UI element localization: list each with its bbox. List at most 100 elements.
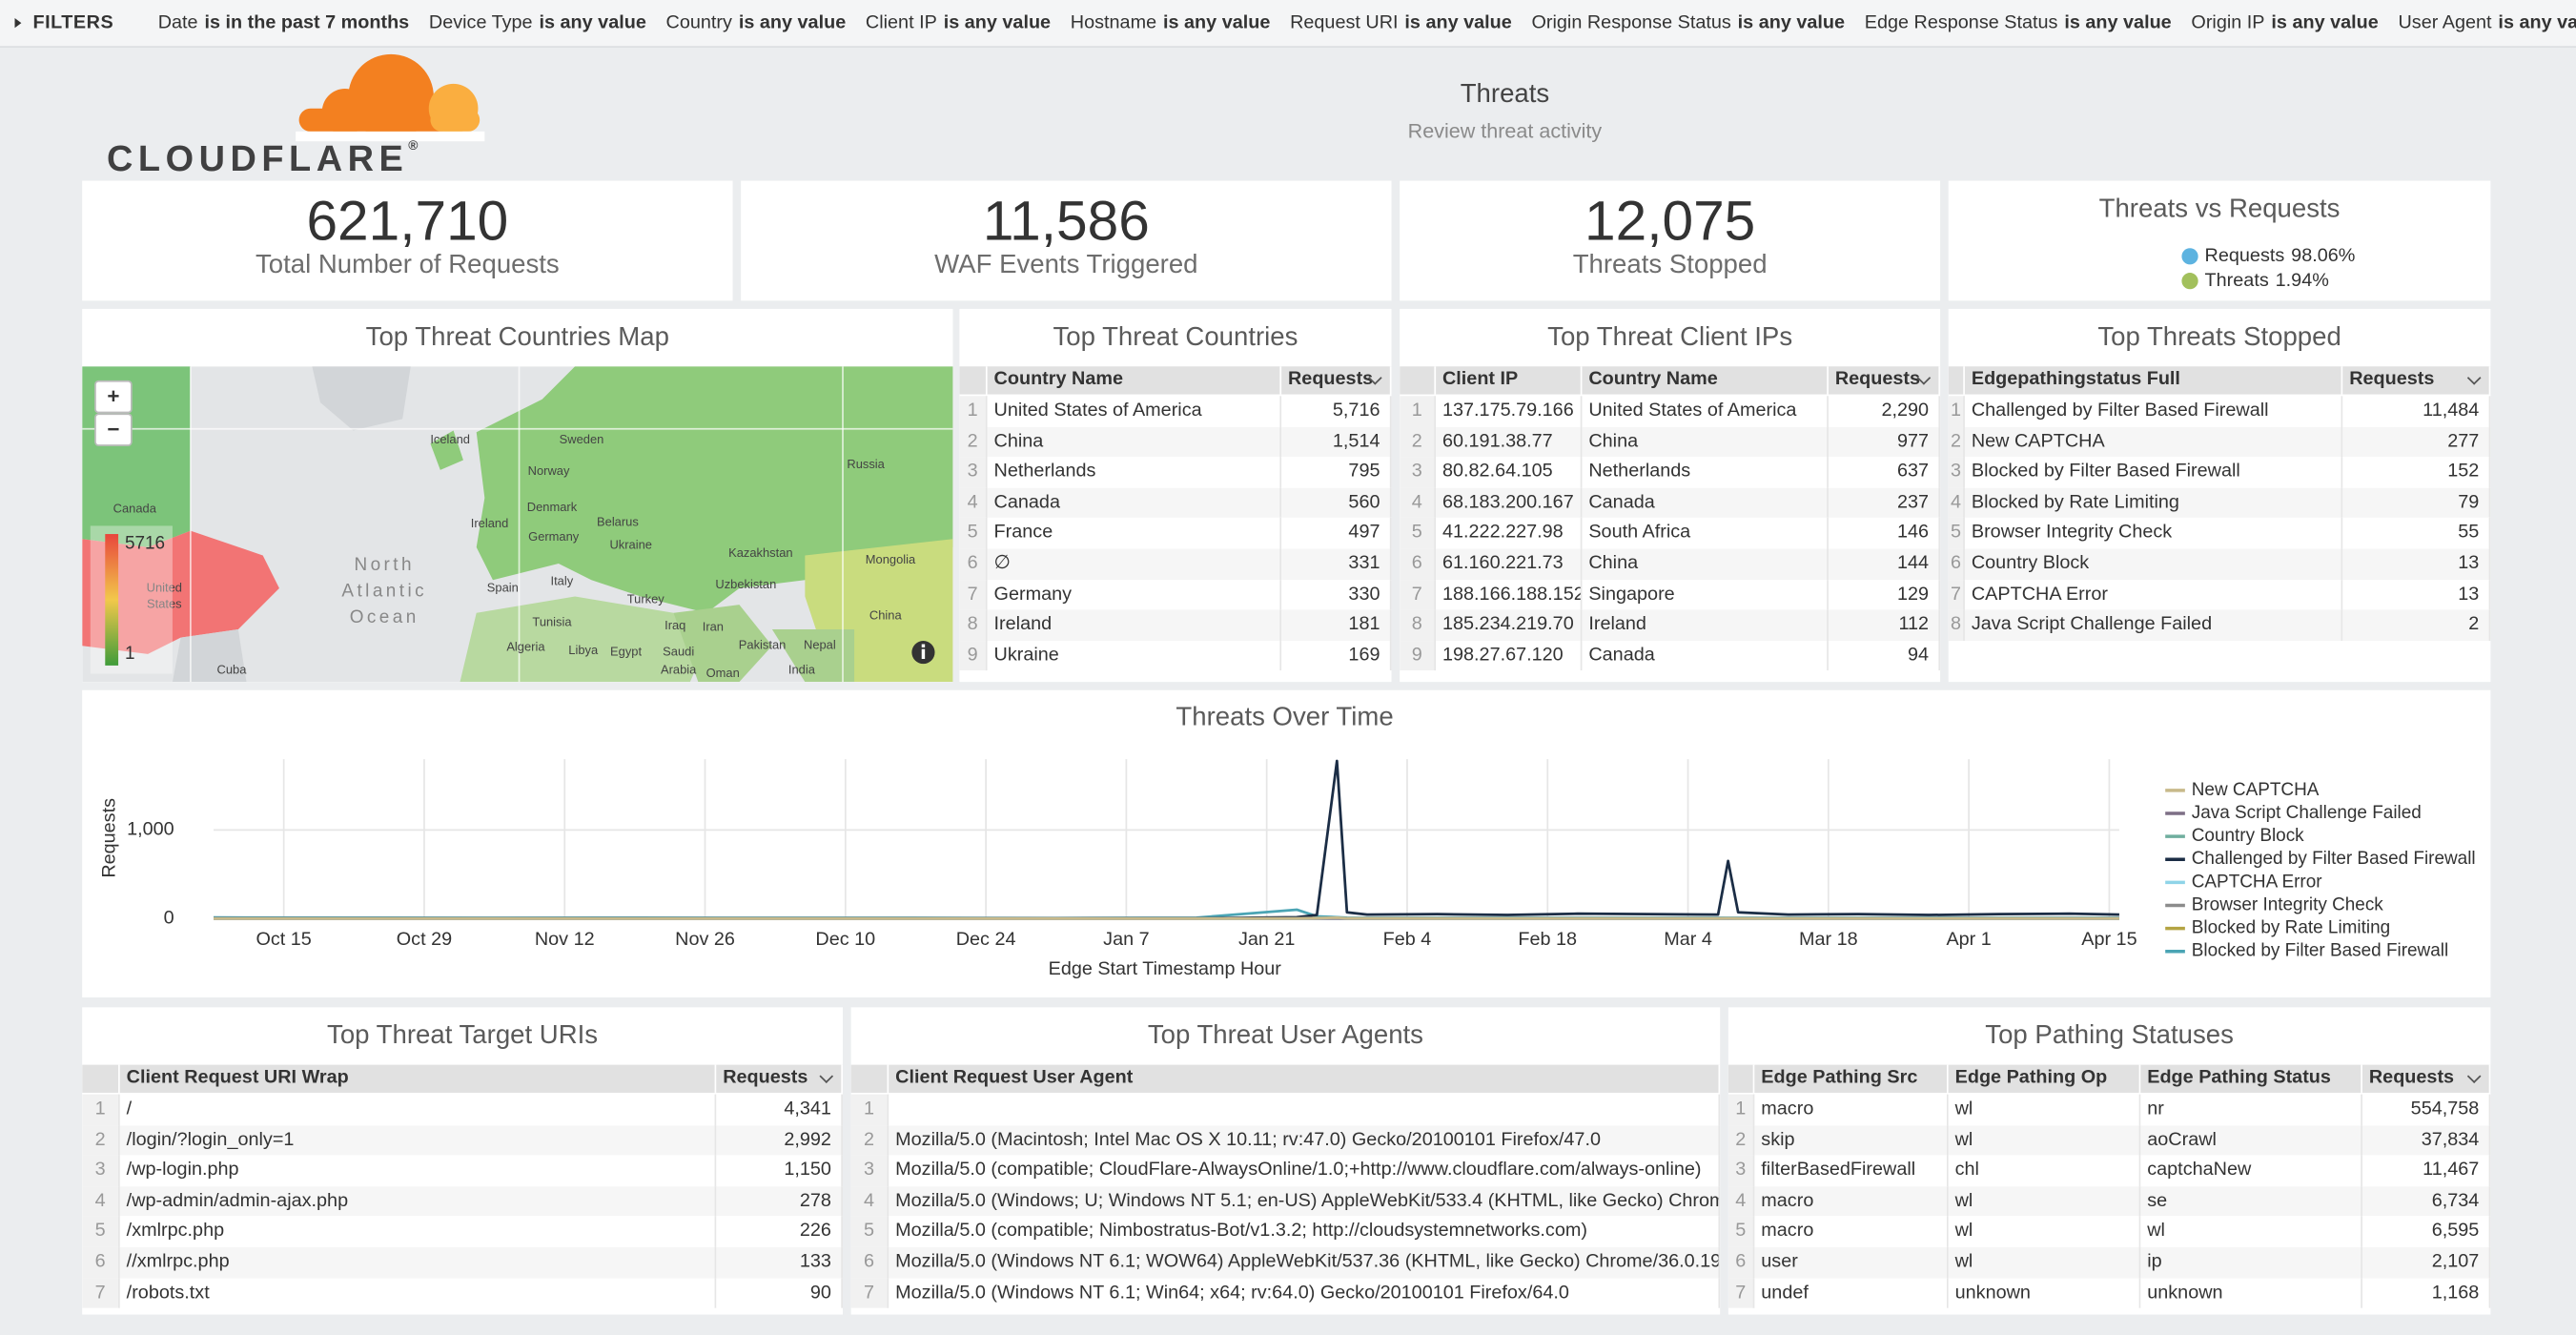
map-label: Spain (487, 580, 519, 594)
filters-label[interactable]: FILTERS (32, 12, 114, 33)
table-cell: 237 (1828, 487, 1941, 519)
x-tick-label: Mar 4 (1664, 929, 1712, 950)
map-labels: Iceland Sweden Norway Russia Canada Denmark Ir… (113, 432, 916, 680)
column-header[interactable]: Client Request User Agent (889, 1064, 1721, 1093)
map-label: Libya (568, 643, 599, 657)
table-cell: user (1754, 1246, 1949, 1278)
zoom-in-button[interactable] (94, 380, 133, 414)
row-number: 2 (959, 426, 988, 458)
filter-condition: is any value (1737, 12, 1846, 33)
map-label: Uzbekistan (715, 577, 776, 591)
filter-item[interactable]: Edge Response Status is any value (1865, 13, 2172, 33)
legend-swatch (2181, 273, 2198, 290)
x-tick-label: Dec 10 (815, 929, 875, 950)
row-number: 1 (1400, 396, 1437, 427)
table-cell: 278 (716, 1185, 844, 1217)
column-header[interactable]: Client Request URI Wrap (119, 1064, 717, 1093)
filter-item[interactable]: Device Type is any value (429, 13, 646, 33)
y-axis-label: Requests (99, 798, 120, 878)
row-number-header (1400, 366, 1437, 395)
x-tick-label: Feb 18 (1518, 929, 1577, 950)
row-number: 5 (959, 518, 988, 549)
dashboard-subtitle: Review threat activity (1407, 119, 1603, 143)
row-number: 3 (1948, 457, 1965, 488)
filter-condition: is any value (2271, 12, 2379, 33)
table-cell: Mozilla/5.0 (Macintosh; Intel Mac OS X 1… (889, 1124, 1721, 1156)
row-number: 4 (1728, 1185, 1755, 1217)
column-header[interactable]: Edgepathingstatus Full (1964, 366, 2343, 395)
x-tick-label: Feb 4 (1383, 929, 1432, 950)
x-tick-label: Jan 21 (1238, 929, 1295, 950)
map-label: Iran (703, 620, 724, 634)
column-header[interactable]: Client IP (1436, 366, 1583, 395)
table-cell: ip (2140, 1246, 2362, 1278)
column-header[interactable]: Requests (2342, 366, 2491, 395)
column-header[interactable]: Country Name (987, 366, 1282, 395)
table-cell: 152 (2342, 457, 2491, 488)
zoom-out[interactable]: − (107, 417, 119, 441)
map-label: Turkey (627, 591, 665, 606)
table-cell: 277 (2342, 426, 2491, 458)
filter-item[interactable]: Hostname is any value (1071, 13, 1271, 33)
table-cell: 169 (1281, 640, 1392, 671)
table-cell: Mozilla/5.0 (Windows; U; Windows NT 5.1;… (889, 1185, 1721, 1217)
map-label: Mongolia (866, 552, 916, 566)
table-cell: Blocked by Filter Based Firewall (1964, 457, 2343, 488)
table-cell: 11,484 (2342, 396, 2491, 427)
zoom-in[interactable]: + (107, 384, 119, 408)
row-number: 5 (1400, 518, 1437, 549)
row-number: 2 (850, 1124, 889, 1156)
legend-value: 98.06% (2291, 246, 2356, 267)
tile-title: Top Threats Stopped (2097, 323, 2341, 352)
expand-icon[interactable] (14, 17, 22, 29)
filter-condition: is any value (2498, 12, 2576, 33)
zoom-out-button[interactable] (94, 413, 133, 446)
row-number: 4 (82, 1185, 120, 1217)
filter-field: Client IP (865, 12, 937, 33)
table-cell: 5,716 (1281, 396, 1392, 427)
column-header[interactable]: Requests (1828, 366, 1941, 395)
column-header[interactable]: Requests (716, 1064, 844, 1093)
row-number: 7 (1400, 579, 1437, 610)
map-label: Germany (528, 529, 580, 544)
logo-cloud (296, 53, 485, 142)
legend-item: Requests 98.06% (2181, 246, 2355, 266)
table-tile: Top Threat Client IPs Client IP Country Na… (1400, 308, 1941, 683)
filter-item[interactable]: Date is in the past 7 months (158, 13, 409, 33)
table-cell: Mozilla/5.0 (Windows NT 6.1; WOW64) Appl… (889, 1246, 1721, 1278)
map-label: Nepal (804, 638, 836, 652)
table-cell: wl (1948, 1246, 2141, 1278)
column-header[interactable]: Requests (2361, 1064, 2491, 1093)
table-cell: Country Block (1964, 548, 2343, 580)
table-cell: macro (1754, 1216, 1949, 1247)
y-tick-label: 1,000 (127, 819, 174, 840)
filter-item[interactable]: Origin IP is any value (2191, 13, 2378, 33)
filter-condition: is any value (2064, 12, 2172, 33)
table-cell: 144 (1828, 548, 1941, 580)
dashboard-title: Threats (1460, 80, 1550, 109)
table-cell: 331 (1281, 548, 1392, 580)
column-header[interactable]: Edge Pathing Op (1948, 1064, 2141, 1093)
table-cell: 90 (716, 1277, 844, 1308)
column-header[interactable]: Edge Pathing Src (1754, 1064, 1949, 1093)
map-label: Egypt (610, 645, 642, 659)
table-cell: Browser Integrity Check (1964, 518, 2343, 549)
x-tick-label: Oct 29 (397, 929, 452, 950)
map-label: Cuba (217, 662, 248, 676)
row-number: 4 (850, 1185, 889, 1217)
filter-item[interactable]: Origin Response Status is any value (1531, 13, 1845, 33)
column-header[interactable]: Requests (1281, 366, 1392, 395)
table-cell: 13 (2342, 548, 2491, 580)
table-cell: Canada (987, 487, 1282, 519)
filter-item[interactable]: Client IP is any value (866, 13, 1051, 33)
column-header[interactable]: Edge Pathing Status (2140, 1064, 2362, 1093)
row-number: 2 (82, 1124, 120, 1156)
filter-item[interactable]: User Agent is any value (2398, 13, 2576, 33)
table-cell: Canada (1582, 487, 1829, 519)
filter-item[interactable]: Request URI is any value (1290, 13, 1512, 33)
legend-label: CAPTCHA Error (2192, 872, 2322, 892)
row-number: 3 (1728, 1155, 1755, 1186)
map-label: India (788, 662, 816, 676)
column-header[interactable]: Country Name (1582, 366, 1829, 395)
filter-item[interactable]: Country is any value (666, 13, 847, 33)
